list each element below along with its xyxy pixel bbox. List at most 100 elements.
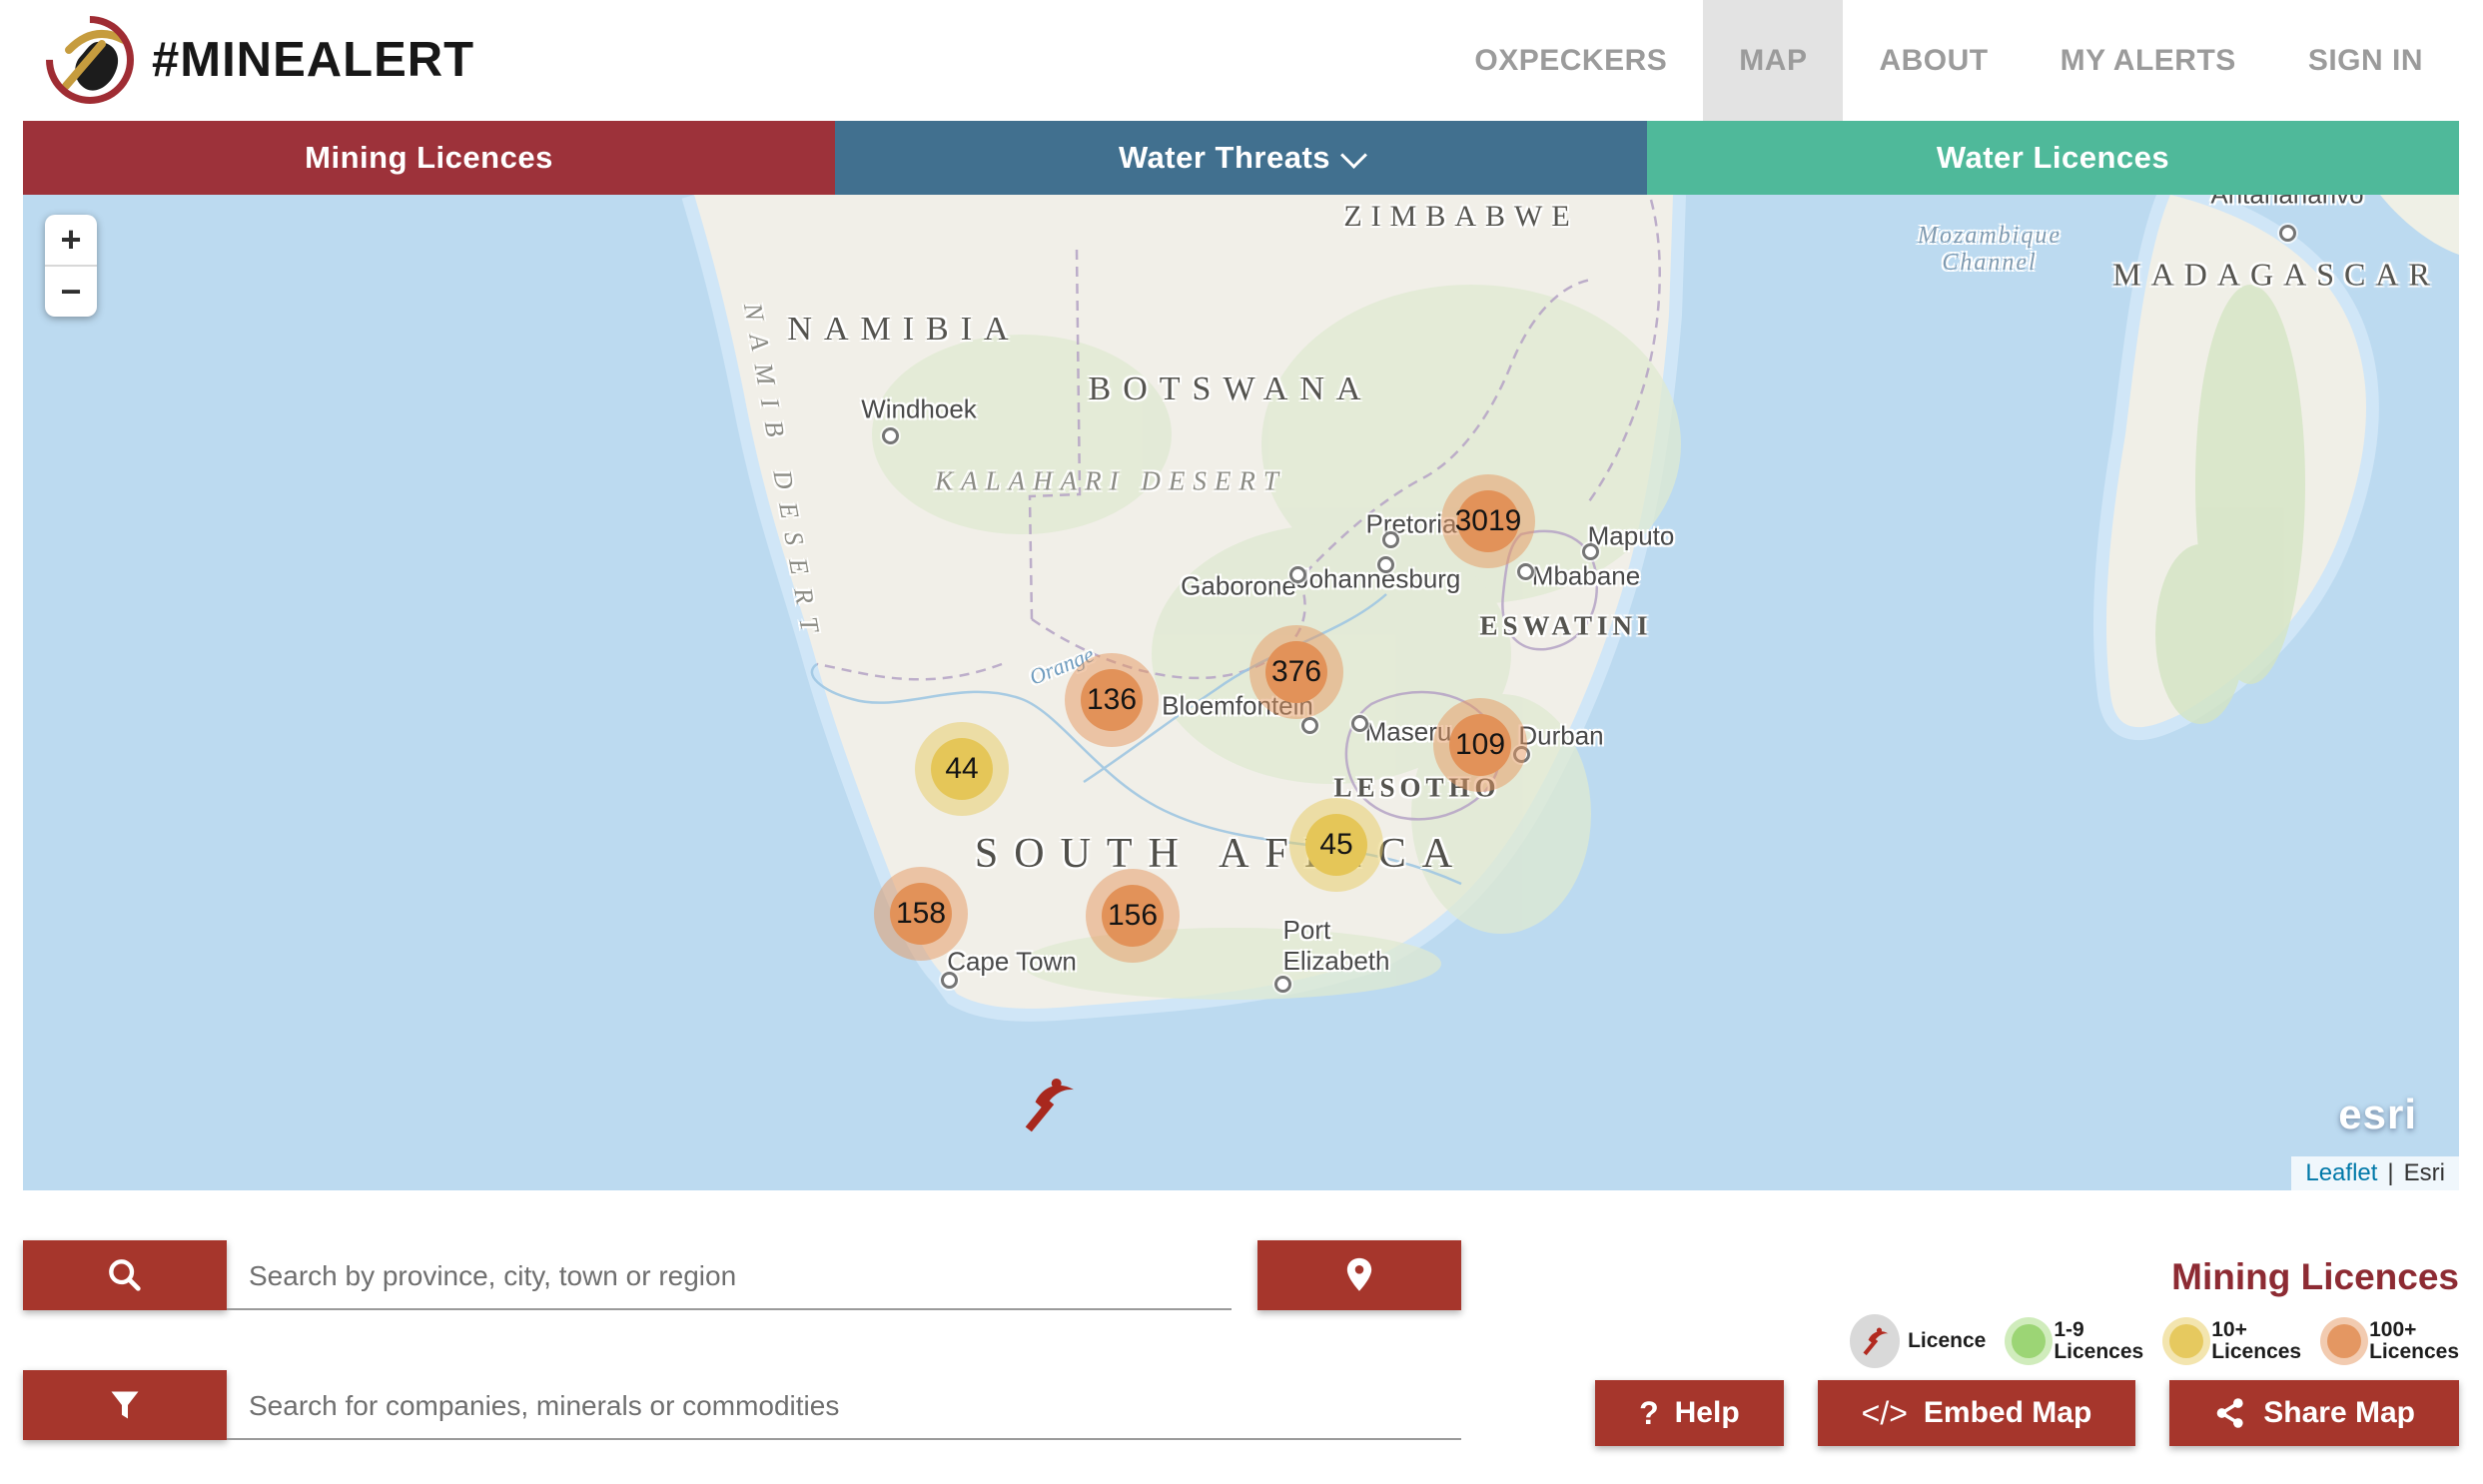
city-dot-maputo	[1582, 543, 1599, 560]
tab-water-threats-label: Water Threats	[1118, 140, 1331, 175]
cluster-count: 136	[1086, 683, 1138, 716]
map-actions: ? Help </> Embed Map Share Map	[1595, 1380, 2459, 1446]
city-label-antananarivo: Antananarivo	[2210, 195, 2363, 211]
code-brackets-icon: </>	[1861, 1394, 1908, 1431]
map-zoom-control: + −	[45, 215, 97, 317]
zoom-out-button[interactable]: −	[60, 271, 82, 312]
country-label-namibia: NAMIBIA	[787, 311, 1021, 348]
region-label-kalahari-desert: KALAHARI DESERT	[935, 465, 1286, 496]
layer-tabbar: Mining Licences Water Threats Water Lice…	[23, 121, 2459, 195]
location-search-underline	[227, 1308, 1232, 1310]
city-dot-mbabane	[1517, 563, 1534, 580]
legend-green-circle	[2005, 1317, 2054, 1365]
tab-mining-licences-label: Mining Licences	[305, 140, 553, 175]
nav-item-oxpeckers[interactable]: OXPECKERS	[1474, 43, 1668, 77]
leaflet-link[interactable]: Leaflet	[2305, 1159, 2378, 1186]
zoom-in-button[interactable]: +	[45, 215, 97, 267]
legend-pickaxe-circle	[1850, 1314, 1901, 1368]
legend-item-licence: Licence	[1850, 1314, 1986, 1368]
cluster-count: 3019	[1454, 504, 1522, 537]
tab-water-licences-label: Water Licences	[1936, 140, 2170, 175]
legend-label: 100+ Licences	[2369, 1317, 2459, 1363]
city-dot-port-elizabeth	[1274, 976, 1291, 993]
embed-map-button[interactable]: </> Embed Map	[1817, 1380, 2136, 1446]
brand[interactable]: #MINEALERT	[27, 0, 475, 123]
filter-funnel-icon	[111, 1391, 139, 1419]
tab-water-licences[interactable]: Water Licences	[1647, 121, 2459, 195]
help-button[interactable]: ? Help	[1595, 1380, 1784, 1446]
share-map-button-label: Share Map	[2263, 1396, 2415, 1429]
city-dot-gaborone	[1289, 566, 1306, 583]
city-dot-johannesburg	[1377, 556, 1394, 573]
city-dot-bloemfontein	[1301, 717, 1318, 734]
help-button-label: Help	[1674, 1396, 1740, 1429]
share-map-button[interactable]: Share Map	[2169, 1380, 2459, 1446]
cluster-marker-136[interactable]: 136	[1065, 653, 1159, 747]
country-label-botswana: BOTSWANA	[1088, 371, 1373, 407]
country-label-madagascar: MADAGASCAR	[2112, 256, 2440, 293]
location-pin-icon	[1346, 1257, 1372, 1291]
legend-label-line1: 100+	[2369, 1317, 2417, 1341]
licence-pickaxe-marker-icon[interactable]	[1017, 1074, 1079, 1135]
location-search-input[interactable]	[247, 1244, 1210, 1308]
cluster-marker-156[interactable]: 156	[1086, 869, 1180, 963]
legend-label: 1-9 Licences	[2054, 1317, 2144, 1363]
city-dot-cape-town	[941, 972, 958, 989]
legend-label-line2: Licences	[2054, 1340, 2144, 1363]
map-legend: Licence 1-9 Licences 10+ Licences 100+ L…	[1850, 1314, 2459, 1368]
legend-item-100plus: 100+ Licences	[2320, 1317, 2459, 1365]
cluster-marker-158[interactable]: 158	[874, 867, 968, 961]
legend-title: Mining Licences	[2171, 1256, 2459, 1297]
region-label-mozambique-channel: Mozambique Channel	[1918, 223, 2062, 276]
country-label-south-africa: SOUTH AFRICA	[974, 831, 1469, 877]
map-attribution: Leaflet | Esri	[2291, 1156, 2459, 1190]
legend-label: 10+ Licences	[2211, 1318, 2301, 1363]
main-nav: OXPECKERS MAP ABOUT MY ALERTS SIGN IN	[1438, 0, 2459, 121]
legend-label-line1: 1-9	[2054, 1317, 2084, 1341]
cluster-count: 158	[895, 897, 947, 930]
tab-water-threats[interactable]: Water Threats	[835, 121, 1647, 195]
cluster-marker-109[interactable]: 109	[1433, 698, 1527, 792]
locate-me-button[interactable]	[1257, 1240, 1461, 1310]
tab-mining-licences[interactable]: Mining Licences	[23, 121, 835, 195]
header: #MINEALERT OXPECKERS MAP ABOUT MY ALERTS…	[0, 0, 2483, 123]
search-location-button[interactable]	[23, 1240, 227, 1310]
country-label-zimbabwe: ZIMBABWE	[1343, 200, 1579, 233]
minealert-logo-icon	[27, 0, 153, 123]
legend-label: Licence	[1908, 1328, 1987, 1352]
commodity-search-input[interactable]	[247, 1374, 1439, 1438]
city-label-gaborone: Gaborone	[1181, 570, 1296, 601]
legend-item-1-9: 1-9 Licences	[2005, 1317, 2144, 1365]
cluster-marker-376[interactable]: 376	[1249, 625, 1343, 719]
esri-link[interactable]: Esri	[2403, 1159, 2445, 1186]
cluster-count: 44	[945, 752, 979, 785]
leaflet-map[interactable]: ZIMBABWE MADAGASCAR NAMIBIA BOTSWANA SOU…	[23, 195, 2459, 1190]
cluster-marker-44[interactable]: 44	[915, 722, 1009, 816]
logo-pickaxe-africa-icon	[62, 30, 128, 91]
cluster-marker-45[interactable]: 45	[1289, 798, 1383, 892]
city-label-cape-town: Cape Town	[947, 946, 1077, 977]
nav-item-sign-in[interactable]: SIGN IN	[2307, 43, 2423, 77]
city-dot-maseru	[1351, 715, 1368, 732]
brand-name: #MINEALERT	[152, 33, 475, 87]
country-label-eswatini: ESWATINI	[1479, 610, 1653, 641]
filter-search-button[interactable]	[23, 1370, 227, 1440]
nav-item-map[interactable]: MAP	[1703, 0, 1844, 121]
city-label-maputo: Maputo	[1587, 520, 1675, 551]
legend-label-line2: Licences	[2369, 1340, 2459, 1363]
cluster-marker-3019[interactable]: 3019	[1441, 474, 1535, 568]
embed-map-button-label: Embed Map	[1923, 1396, 2092, 1429]
cluster-count: 376	[1270, 655, 1322, 688]
cluster-count: 109	[1454, 728, 1506, 761]
cluster-count: 45	[1319, 828, 1353, 861]
city-label-port-elizabeth: Port Elizabeth	[1282, 915, 1390, 976]
city-label-durban: Durban	[1518, 720, 1604, 751]
city-dot-windhoek	[882, 427, 899, 444]
city-dot-pretoria	[1382, 531, 1399, 548]
city-label-windhoek: Windhoek	[861, 393, 977, 424]
nav-item-my-alerts[interactable]: MY ALERTS	[2060, 43, 2236, 77]
nav-item-about[interactable]: ABOUT	[1879, 43, 1989, 77]
chevron-down-icon	[1340, 141, 1367, 169]
attribution-separator: |	[2387, 1159, 2394, 1186]
